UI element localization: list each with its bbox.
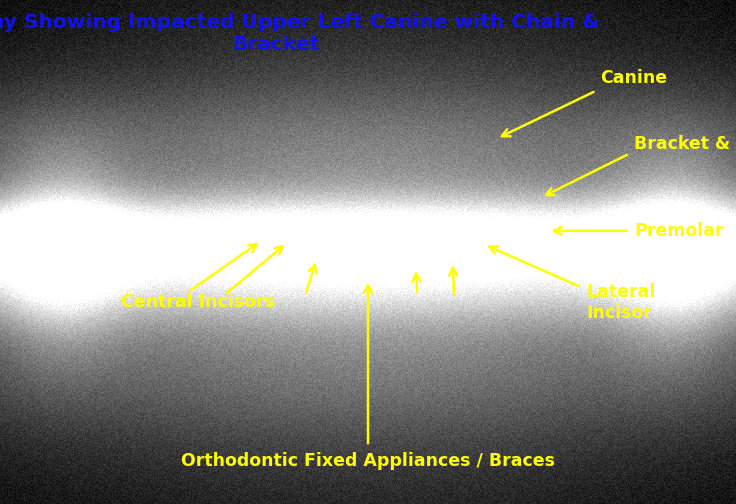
- Text: Premolar: Premolar: [634, 222, 724, 240]
- Text: Central Incisors: Central Incisors: [121, 293, 275, 311]
- Text: Orthodontic Fixed Appliances / Braces: Orthodontic Fixed Appliances / Braces: [181, 452, 555, 470]
- Text: Canine: Canine: [600, 69, 667, 87]
- Text: X-Ray Showing Impacted Upper Left Canine with Chain &
Bracket: X-Ray Showing Impacted Upper Left Canine…: [0, 13, 599, 54]
- Text: Bracket & Chain: Bracket & Chain: [634, 135, 736, 153]
- Text: Lateral
Incisor: Lateral Incisor: [587, 283, 656, 322]
